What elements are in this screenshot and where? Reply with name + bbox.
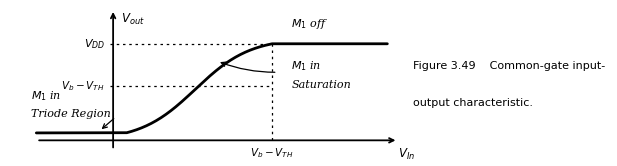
Text: $M_1$ off: $M_1$ off — [291, 17, 328, 31]
Text: $M_1$ in: $M_1$ in — [291, 60, 321, 74]
Text: output characteristic.: output characteristic. — [413, 98, 533, 108]
Text: $V_b - V_{TH}$: $V_b - V_{TH}$ — [61, 79, 105, 93]
Text: $V_{In}$: $V_{In}$ — [399, 147, 415, 162]
Text: Triode Region: Triode Region — [31, 109, 110, 119]
Text: $M_1$ in: $M_1$ in — [31, 89, 61, 103]
Text: Saturation: Saturation — [291, 80, 351, 90]
Text: Figure 3.49    Common-gate input-: Figure 3.49 Common-gate input- — [413, 61, 606, 71]
Text: $V_b - V_{TH}$: $V_b - V_{TH}$ — [251, 147, 294, 160]
Text: $V_{out}$: $V_{out}$ — [122, 12, 145, 27]
Text: $V_{DD}$: $V_{DD}$ — [84, 37, 105, 51]
